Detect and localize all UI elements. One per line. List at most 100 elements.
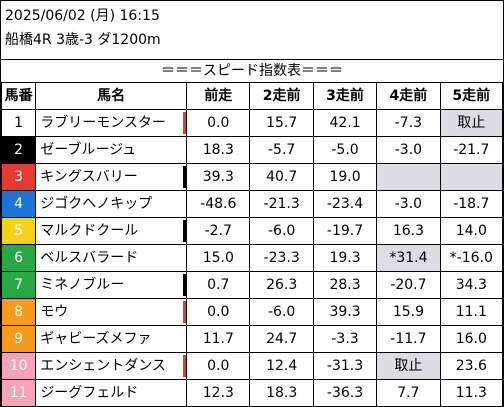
horse-number: 7 xyxy=(0,271,37,299)
speed-5back: 取止 xyxy=(439,109,504,137)
table-row: 1 ラブリーモンスター 0.0 15.7 42.1 -7.3 取止 xyxy=(0,109,504,137)
speed-5back: 23.6 xyxy=(439,352,504,380)
horse-name: ゼーブルージュ xyxy=(35,136,188,164)
speed-3back: -31.3 xyxy=(312,352,378,380)
col-header-2back: 2走前 xyxy=(249,82,314,110)
red-marker xyxy=(183,355,186,377)
horse-name-text: マルクドクール xyxy=(40,223,139,239)
speed-2back: 12.4 xyxy=(249,352,314,380)
speed-last: 15.0 xyxy=(186,244,251,272)
speed-last: 12.3 xyxy=(186,379,251,407)
speed-2back: -6.0 xyxy=(249,298,314,326)
horse-name: ベルスバラード xyxy=(35,244,188,272)
speed-5back: *-16.0 xyxy=(439,244,504,272)
table-row: 7 ミネノブルー 0.7 26.3 28.3 -20.7 34.3 xyxy=(0,271,504,299)
speed-2back: 26.3 xyxy=(249,271,314,299)
horse-name: ラブリーモンスター xyxy=(35,109,188,137)
horse-name: マルクドクール xyxy=(35,217,188,245)
speed-5back: 16.0 xyxy=(439,325,504,353)
speed-4back: 7.7 xyxy=(376,379,441,407)
table-row: 3 キングスバリー 39.3 40.7 19.0 xyxy=(0,163,504,191)
speed-5back: -21.7 xyxy=(439,136,504,164)
race-datetime: 2025/06/02 (月) 16:15 xyxy=(5,8,160,24)
horse-name-text: エンシェントダンス xyxy=(40,358,166,374)
black-marker xyxy=(183,274,186,296)
speed-5back: 11.3 xyxy=(439,379,504,407)
horse-number: 5 xyxy=(0,217,37,245)
speed-3back: 19.3 xyxy=(312,244,378,272)
horse-number: 1 xyxy=(0,109,37,137)
horse-name-text: ゼーブルージュ xyxy=(40,142,137,158)
horse-name-text: ギャビーズメファ xyxy=(40,331,152,347)
speed-last: 0.0 xyxy=(186,352,251,380)
speed-last: 0.0 xyxy=(186,109,251,137)
horse-name-text: ジーグフェルド xyxy=(40,385,139,401)
speed-index-table: 馬番 馬名 前走 2走前 3走前 4走前 5走前 1 ラブリーモンスター 0.0 15… xyxy=(0,82,504,407)
speed-last: 0.0 xyxy=(186,298,251,326)
speed-3back: 28.3 xyxy=(312,271,378,299)
horse-name-text: ベルスバラード xyxy=(40,250,139,266)
table-row: 6 ベルスバラード 15.0 -23.3 19.3 *31.4 *-16.0 xyxy=(0,244,504,272)
speed-2back: -6.0 xyxy=(249,217,314,245)
table-title: ＝＝＝スピード指数表＝＝＝ xyxy=(1,59,503,82)
race-info: 船橋4R 3歳-3 ダ1200m xyxy=(5,32,161,48)
speed-4back: -20.7 xyxy=(376,271,441,299)
speed-3back: -19.7 xyxy=(312,217,378,245)
speed-last: -48.6 xyxy=(186,190,251,218)
horse-name-text: ラブリーモンスター xyxy=(40,115,166,131)
speed-3back: -3.3 xyxy=(312,325,378,353)
speed-3back: -5.0 xyxy=(312,136,378,164)
horse-name-text: モウ xyxy=(40,304,69,320)
col-header-last: 前走 xyxy=(186,82,251,110)
speed-4back: -3.0 xyxy=(376,136,441,164)
horse-name: ギャビーズメファ xyxy=(35,325,188,353)
speed-last: 39.3 xyxy=(186,163,251,191)
horse-name: ミネノブルー xyxy=(35,271,188,299)
speed-4back: -11.7 xyxy=(376,325,441,353)
horse-name: ジーグフェルド xyxy=(35,379,188,407)
horse-number: 4 xyxy=(0,190,37,218)
red-marker xyxy=(183,301,186,323)
horse-number: 2 xyxy=(0,136,37,164)
speed-4back xyxy=(376,163,441,191)
horse-name: キングスバリー xyxy=(35,163,188,191)
table-row: 10 エンシェントダンス 0.0 12.4 -31.3 取止 23.6 xyxy=(0,352,504,380)
table-row: 2 ゼーブルージュ 18.3 -5.7 -5.0 -3.0 -21.7 xyxy=(0,136,504,164)
horse-name: エンシェントダンス xyxy=(35,352,188,380)
speed-2back: 40.7 xyxy=(249,163,314,191)
speed-last: -2.7 xyxy=(186,217,251,245)
speed-4back: *31.4 xyxy=(376,244,441,272)
horse-number: 6 xyxy=(0,244,37,272)
speed-4back: 取止 xyxy=(376,352,441,380)
speed-3back: -36.3 xyxy=(312,379,378,407)
col-header-number: 馬番 xyxy=(0,82,37,110)
horse-name-text: ミネノブルー xyxy=(40,277,125,293)
table-row: 9 ギャビーズメファ 11.7 24.7 -3.3 -11.7 16.0 xyxy=(0,325,504,353)
horse-name-text: キングスバリー xyxy=(40,169,138,185)
red-marker xyxy=(183,112,186,134)
speed-last: 11.7 xyxy=(186,325,251,353)
speed-5back: 34.3 xyxy=(439,271,504,299)
speed-4back: 16.3 xyxy=(376,217,441,245)
horse-name: モウ xyxy=(35,298,188,326)
speed-2back: -21.3 xyxy=(249,190,314,218)
speed-2back: 24.7 xyxy=(249,325,314,353)
speed-5back xyxy=(439,163,504,191)
col-header-5back: 5走前 xyxy=(439,82,504,110)
table-row: 4 ジゴクヘノキップ -48.6 -21.3 -23.4 -3.0 -18.7 xyxy=(0,190,504,218)
speed-last: 18.3 xyxy=(186,136,251,164)
speed-3back: 42.1 xyxy=(312,109,378,137)
speed-5back: 14.0 xyxy=(439,217,504,245)
table-row: 11 ジーグフェルド 12.3 18.3 -36.3 7.7 11.3 xyxy=(0,379,504,407)
speed-4back: -3.0 xyxy=(376,190,441,218)
speed-3back: 19.0 xyxy=(312,163,378,191)
horse-number: 3 xyxy=(0,163,37,191)
black-marker xyxy=(183,166,186,188)
speed-5back: -18.7 xyxy=(439,190,504,218)
speed-3back: -23.4 xyxy=(312,190,378,218)
col-header-3back: 3走前 xyxy=(312,82,378,110)
horse-name-text: ジゴクヘノキップ xyxy=(40,196,153,212)
speed-last: 0.7 xyxy=(186,271,251,299)
col-header-4back: 4走前 xyxy=(376,82,441,110)
